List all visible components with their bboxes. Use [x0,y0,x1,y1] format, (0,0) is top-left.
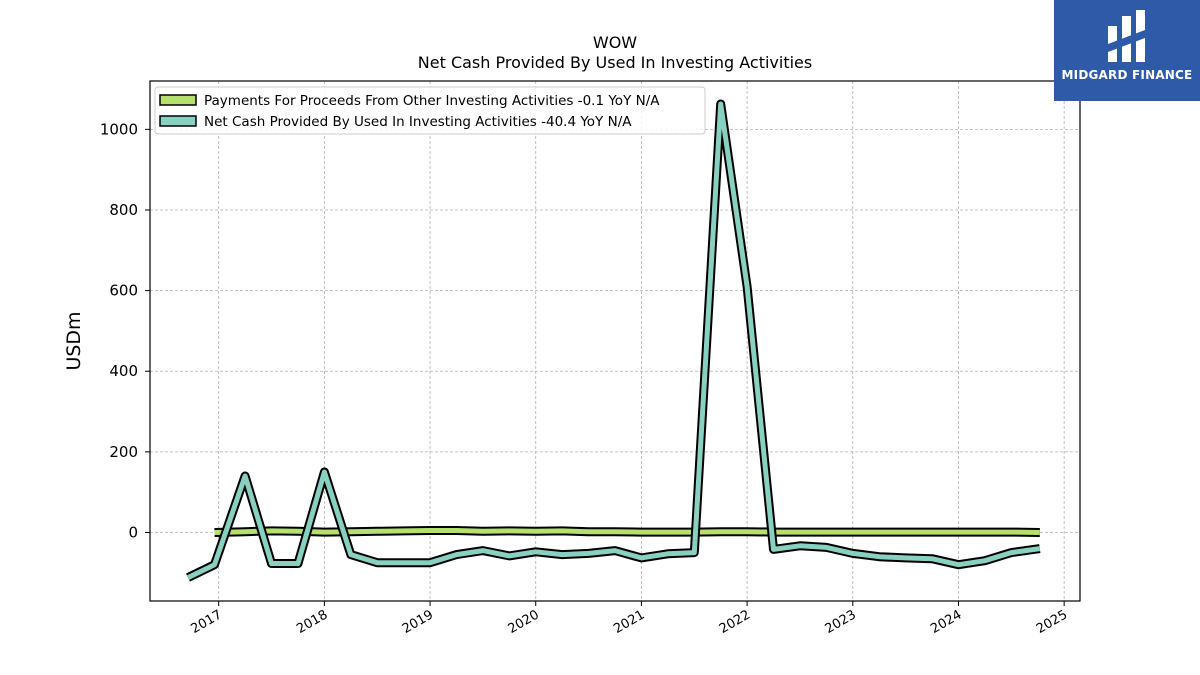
y-tick-label: 0 [128,523,138,541]
series-line-net-cash [186,101,1041,580]
x-tick-label: 2021 [611,607,647,637]
chart-title-line1: WOW [593,33,637,52]
x-tick-label: 2023 [823,607,859,637]
x-tick-label: 2024 [928,607,964,637]
y-axis-label: USDm [63,311,85,370]
legend-swatch-net-cash [159,115,197,127]
legend-swatch-payments [159,94,197,106]
y-tick-label: 1000 [100,120,138,138]
chart-title-line2: Net Cash Provided By Used In Investing A… [418,53,812,72]
y-tick-label: 600 [109,282,138,300]
y-tick-label: 400 [109,362,138,380]
legend-box [154,86,706,135]
x-tick-label: 2020 [506,607,542,637]
series-line-payments [214,528,1040,535]
legend-label-net-cash: Net Cash Provided By Used In Investing A… [204,114,632,130]
x-tick-label: 2018 [294,607,330,637]
x-tick-label: 2025 [1034,607,1070,637]
legend: Payments For Proceeds From Other Investi… [154,86,706,135]
x-tick-label: 2019 [400,607,436,637]
x-tick-label: 2017 [189,607,225,637]
y-tick-label: 200 [109,443,138,461]
grid [150,81,1080,601]
y-tick-label: 800 [109,201,138,219]
brand-name: MIDGARD FINANCE [1061,68,1193,82]
y-axis: 0 200 400 600 800 1000 [100,120,150,541]
midgard-logo-icon [1108,10,1145,62]
brand-logo: MIDGARD FINANCE [1054,0,1200,101]
legend-label-payments: Payments For Proceeds From Other Investi… [204,93,660,109]
x-axis: 2017 2018 2019 2020 2021 2022 2023 2024 2025 [189,601,1070,637]
x-tick-label: 2022 [717,607,753,637]
plot-frame [149,80,1081,602]
plot-area [186,99,1041,582]
